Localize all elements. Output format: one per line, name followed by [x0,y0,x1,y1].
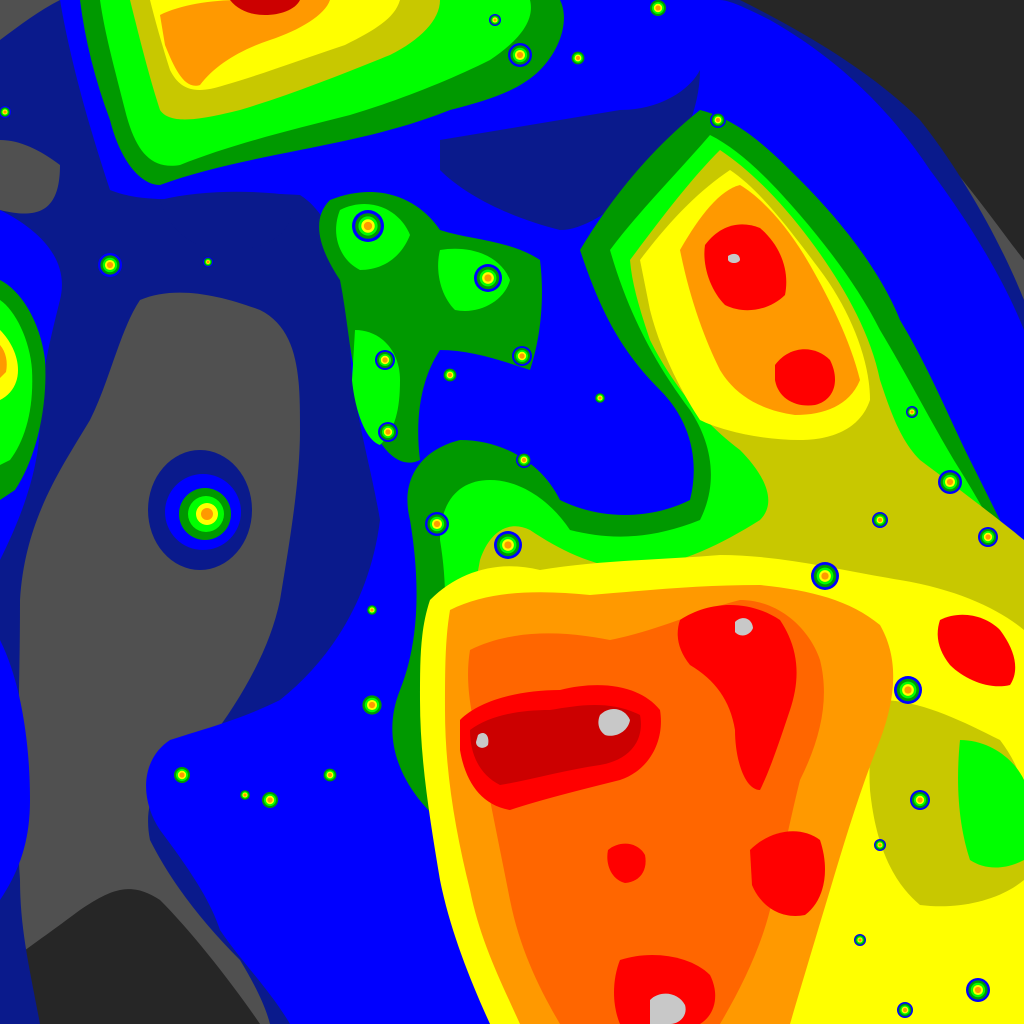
town-hotspot [172,765,192,785]
town-hotspot [0,106,11,118]
town-hotspot-ring [910,410,914,414]
zone-green-middle-b [438,248,510,311]
town-hotspot [854,934,866,946]
town-hotspot-ring [363,221,373,231]
town-hotspot [966,978,990,1002]
town-hotspot [872,512,888,528]
town-hotspot [260,790,280,810]
town-hotspot-ring [877,517,883,523]
town-hotspot [360,693,384,717]
town-hotspot-ring [878,843,882,847]
town-hotspot-ring [368,701,376,709]
town-hotspot-ring [179,772,185,778]
town-hotspot-ring [598,396,602,400]
zone-red-south-d [614,955,716,1024]
zone-green-south-east [958,740,1024,868]
town-hotspot [474,264,502,292]
zone-red-east-mid [937,614,1016,687]
town-hotspot [874,839,886,851]
zone-dark-blue-upper-left [160,191,292,250]
town-hotspot [203,257,213,267]
town-hotspot-ring [655,5,661,11]
zone-orange-nw [160,0,330,86]
town-hotspot [425,512,449,536]
town-hotspot [938,470,962,494]
town-hotspot [508,43,532,67]
town-hotspot-ring [715,117,721,123]
town-hotspot-ring [917,797,923,803]
town-hotspot [322,767,338,783]
zone-red-nw [230,0,300,15]
town-hotspot-ring [516,51,524,59]
town-hotspot-ring [521,457,527,463]
zone-red-south-e [607,843,646,883]
town-hotspot [366,604,378,616]
zone-gray-south-b [735,618,753,636]
town-hotspot [378,422,398,442]
town-hotspot [512,346,532,366]
town-hotspot [494,531,522,559]
town-hotspot [98,253,122,277]
town-hotspot [489,14,501,26]
town-hotspot [442,367,458,383]
zone-dark-red-south-a [470,705,641,785]
town-dots [0,0,998,1018]
zone-left-edge-yellow [0,330,18,400]
town-hotspot-ring [946,478,954,486]
town-hotspot [375,350,395,370]
zone-gray-south-a [598,708,630,736]
town-hotspot [352,210,384,242]
town-hotspot-ring [433,520,441,528]
town-hotspot-ring [206,260,210,264]
zone-gray-south-d [650,993,686,1024]
town-hotspot [894,676,922,704]
town-hotspot-ring [904,686,912,694]
town-hotspot [811,562,839,590]
town-hotspot-ring [385,429,391,435]
town-hotspot-ring [327,772,333,778]
zone-left-edge-orange [0,345,7,378]
town-hotspot-ring [447,372,453,378]
town-hotspot [910,790,930,810]
town-hotspot-ring [858,938,862,942]
zone-gray-east-upper [728,253,740,263]
town-hotspot [710,112,726,128]
town-hotspot [516,452,532,468]
town-hotspot [648,0,668,18]
town-hotspot-ring [3,110,7,114]
town-hotspot [906,406,918,418]
zone-gray-south-c [476,733,489,748]
town-hotspot-ring [484,274,492,282]
town-hotspot-ring [902,1007,908,1013]
town-hotspot-ring [493,18,497,22]
town-hotspot-ring [382,357,388,363]
town-hotspot [239,789,251,801]
zone-red-south-b [677,605,797,790]
town-hotspot [594,392,606,404]
town-hotspot-ring [821,572,829,580]
town-hotspot-ring [370,608,374,612]
town-hotspot-ring [519,353,525,359]
zone-red-east-upper-a [704,224,787,311]
zone-red-south-c [750,831,825,916]
town-hotspot-ring [267,797,273,803]
island-orange [201,508,213,520]
town-hotspot [897,1002,913,1018]
town-hotspot-ring [974,986,982,994]
town-hotspot-ring [985,534,991,540]
zone-blue-left-bottom [0,640,30,900]
zone-red-east-upper-b [775,349,835,406]
town-hotspot-ring [575,55,581,61]
town-hotspot-ring [243,793,247,797]
town-hotspot-ring [504,541,512,549]
town-hotspot [570,50,586,66]
town-hotspot-ring [106,261,114,269]
town-hotspot [978,527,998,547]
